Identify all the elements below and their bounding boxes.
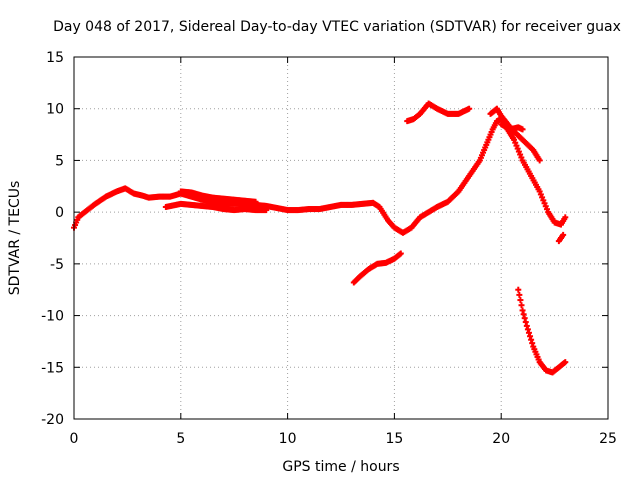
series-small-tail (555, 231, 567, 245)
series-lower-branch (177, 188, 259, 205)
x-tick-label: 0 (70, 431, 79, 447)
y-tick-label: -5 (50, 257, 64, 273)
x-tick-label: 5 (176, 431, 185, 447)
y-tick-label: -10 (41, 309, 64, 325)
data-layer (71, 100, 569, 376)
x-tick-label: 15 (385, 431, 403, 447)
y-tick-label: -15 (41, 360, 64, 376)
x-axis: 0 5 10 15 20 25 (70, 57, 617, 447)
series-upper-arc (404, 100, 473, 125)
grid (74, 57, 608, 419)
x-tick-label: 10 (279, 431, 297, 447)
x-axis-label: GPS time / hours (282, 459, 399, 475)
y-tick-label: 0 (55, 205, 64, 221)
series-upper-branch (162, 200, 270, 214)
series-short-branch (498, 121, 526, 133)
series-main-trace (71, 116, 569, 236)
plot-frame (73, 56, 609, 420)
y-tick-label: 5 (55, 153, 64, 169)
x-tick-label: 25 (599, 431, 617, 447)
series-deep-dip (515, 286, 569, 376)
y-tick-label: 15 (46, 50, 64, 66)
y-tick-label: 10 (46, 102, 64, 118)
y-tick-label: -20 (41, 412, 64, 428)
series-mid-low-segment (350, 250, 404, 286)
series-declining-branch (487, 105, 543, 164)
x-tick-label: 20 (492, 431, 510, 447)
y-axis: 15 10 5 0 -5 -10 -15 -20 (41, 50, 608, 428)
y-axis-label: SDTVAR / TECUs (7, 181, 23, 296)
chart-title: Day 048 of 2017, Sidereal Day-to-day VTE… (53, 19, 621, 35)
